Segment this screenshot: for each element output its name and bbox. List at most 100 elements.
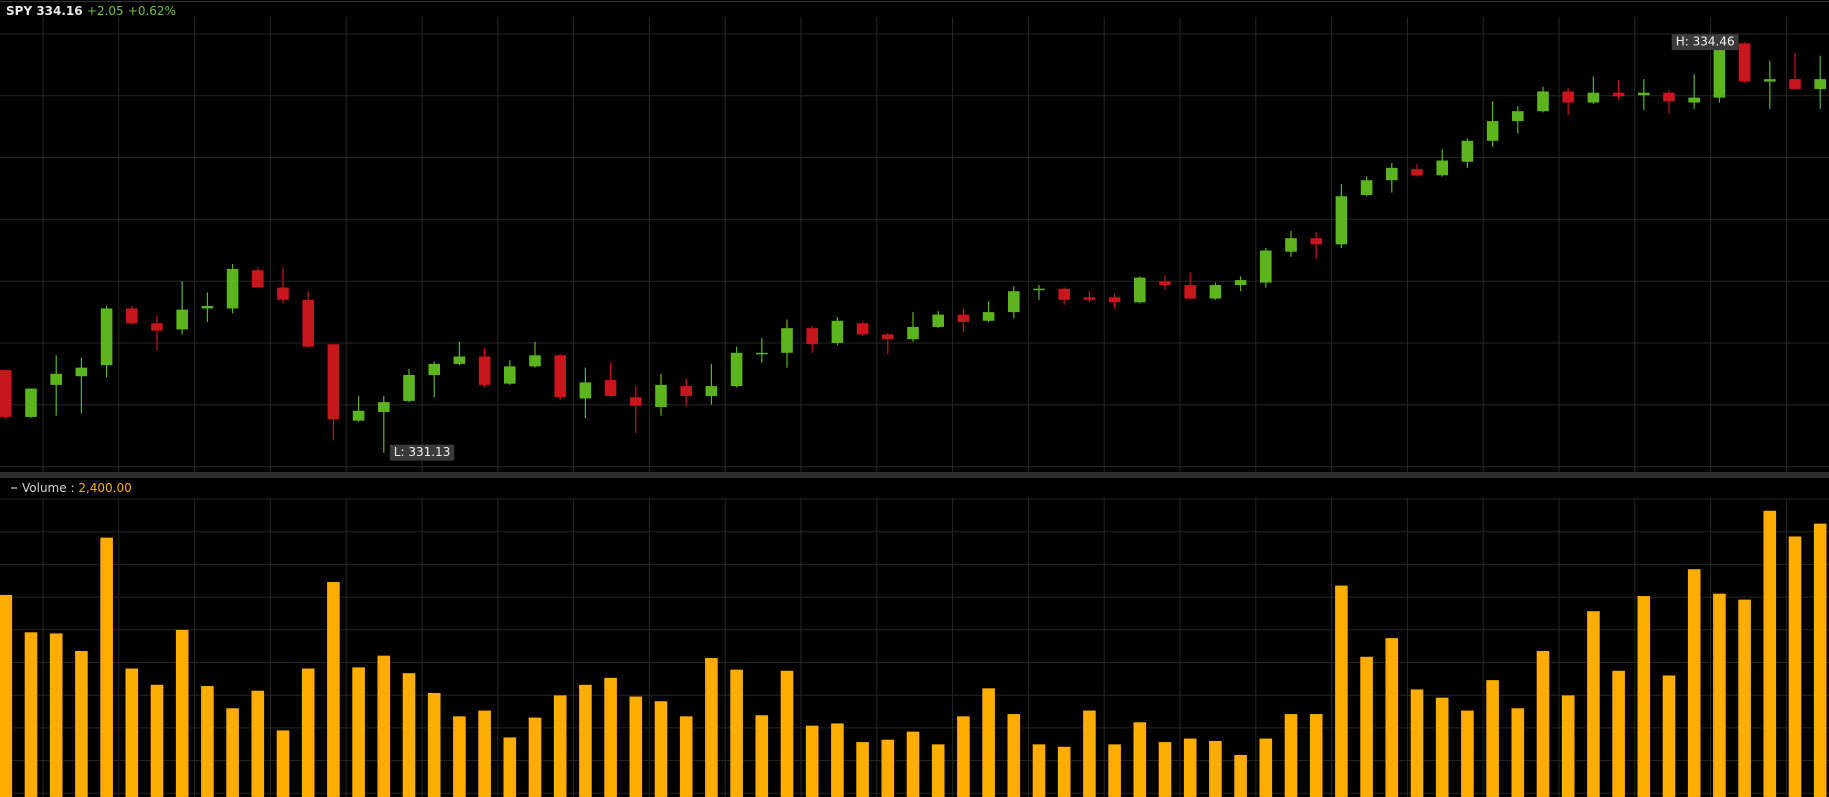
- volume-bar: [1007, 714, 1021, 797]
- candle-body: [1486, 121, 1499, 141]
- annotation-box: [1671, 34, 1739, 51]
- volume-bar: [1133, 722, 1147, 797]
- volume-bar: [1234, 754, 1247, 797]
- volume-bar: [553, 695, 567, 797]
- candle-body: [1436, 160, 1448, 176]
- candle-body: [176, 309, 188, 330]
- volume-bar: [478, 710, 491, 797]
- volume-bar: [150, 684, 164, 797]
- candle-body: [1562, 91, 1574, 103]
- candle-body: [1738, 43, 1751, 82]
- candle-body: [1612, 92, 1625, 97]
- volume-bar: [402, 673, 416, 797]
- volume-bar: [1536, 650, 1550, 797]
- volume-bar: [1158, 742, 1172, 797]
- volume-readout: 2,400.00: [78, 481, 131, 495]
- candle-body: [1134, 277, 1146, 303]
- candle-body: [75, 367, 88, 377]
- candle-body: [1587, 92, 1600, 103]
- volume-bar: [881, 739, 895, 797]
- candle-body: [554, 355, 566, 398]
- volume-bar: [1587, 611, 1600, 797]
- candle-body: [302, 299, 314, 347]
- candle-body: [705, 386, 718, 396]
- candle-body: [151, 323, 163, 331]
- volume-bars: [0, 510, 1827, 797]
- volume-header: Volume : 2,400.00: [22, 481, 132, 495]
- candle-body: [1360, 180, 1373, 196]
- candle-body: [1209, 285, 1222, 299]
- candle-body: [1083, 297, 1096, 300]
- candle-body: [630, 397, 642, 406]
- volume-bar: [982, 688, 995, 797]
- candle-body: [50, 373, 62, 385]
- last-price: 334.16: [36, 4, 82, 18]
- change-pct: +0.62%: [128, 4, 176, 18]
- volume-bar: [1057, 746, 1071, 797]
- candle-body: [1234, 280, 1247, 286]
- candle-body: [478, 356, 491, 385]
- candle-body: [504, 366, 516, 384]
- volume-bar: [1461, 710, 1474, 797]
- candle-body: [831, 320, 844, 343]
- volume-bar: [175, 629, 189, 797]
- panel-separator: [0, 472, 1829, 478]
- annotations: H: 334.46 L: 331.13: [389, 34, 1739, 461]
- candle-body: [25, 388, 37, 417]
- candle-body: [201, 305, 214, 309]
- volume-bar: [24, 632, 38, 797]
- volume-bar: [1410, 689, 1424, 797]
- volume-bar: [453, 716, 466, 797]
- volume-bar: [1284, 714, 1298, 797]
- volume-bar: [805, 725, 819, 797]
- volume-bar: [352, 667, 365, 797]
- volume-bar: [579, 684, 592, 797]
- volume-bar: [1788, 536, 1802, 797]
- volume-bar: [755, 715, 769, 797]
- volume-bar: [1486, 680, 1499, 797]
- volume-bar: [1612, 670, 1625, 797]
- candle-body: [1184, 285, 1196, 299]
- annotation-label: L: 331.13: [394, 445, 451, 459]
- volume-bar: [856, 742, 869, 797]
- candle-body: [1638, 92, 1650, 96]
- volume-bar: [1813, 523, 1827, 797]
- volume-bar: [276, 730, 290, 797]
- candle-body: [730, 352, 743, 387]
- candle-body: [1260, 250, 1272, 283]
- volume-bar: [301, 668, 315, 797]
- candle-body: [403, 375, 415, 401]
- volume-bar: [629, 696, 643, 797]
- volume-bar: [679, 716, 693, 797]
- volume-bar: [1083, 710, 1096, 797]
- volume-bar: [528, 717, 542, 797]
- candle-body: [882, 334, 894, 340]
- candle-body: [529, 355, 541, 367]
- candle-body: [1108, 297, 1121, 303]
- candle-body: [453, 356, 466, 364]
- volume-bar: [1713, 593, 1726, 797]
- grid: [0, 17, 1829, 797]
- volume-bar: [831, 723, 844, 797]
- volume-bar: [75, 650, 88, 797]
- candle-body: [1008, 291, 1020, 313]
- candle-body: [856, 323, 869, 335]
- volume-bar: [906, 731, 920, 797]
- symbol: SPY: [6, 4, 32, 18]
- volume-bar: [1259, 738, 1273, 797]
- candle-body: [781, 328, 793, 353]
- candle-body: [277, 287, 289, 300]
- volume-bar: [0, 594, 13, 797]
- candle-body: [756, 352, 768, 355]
- volume-bar: [1637, 596, 1651, 797]
- volume-bar: [125, 668, 139, 797]
- candle-body: [1814, 79, 1826, 90]
- volume-bar: [49, 633, 63, 797]
- volume-bar: [201, 686, 214, 797]
- candle-body: [252, 270, 264, 288]
- volume-bar: [251, 690, 265, 797]
- volume-bar: [1335, 585, 1348, 797]
- volume-bar: [1385, 638, 1399, 797]
